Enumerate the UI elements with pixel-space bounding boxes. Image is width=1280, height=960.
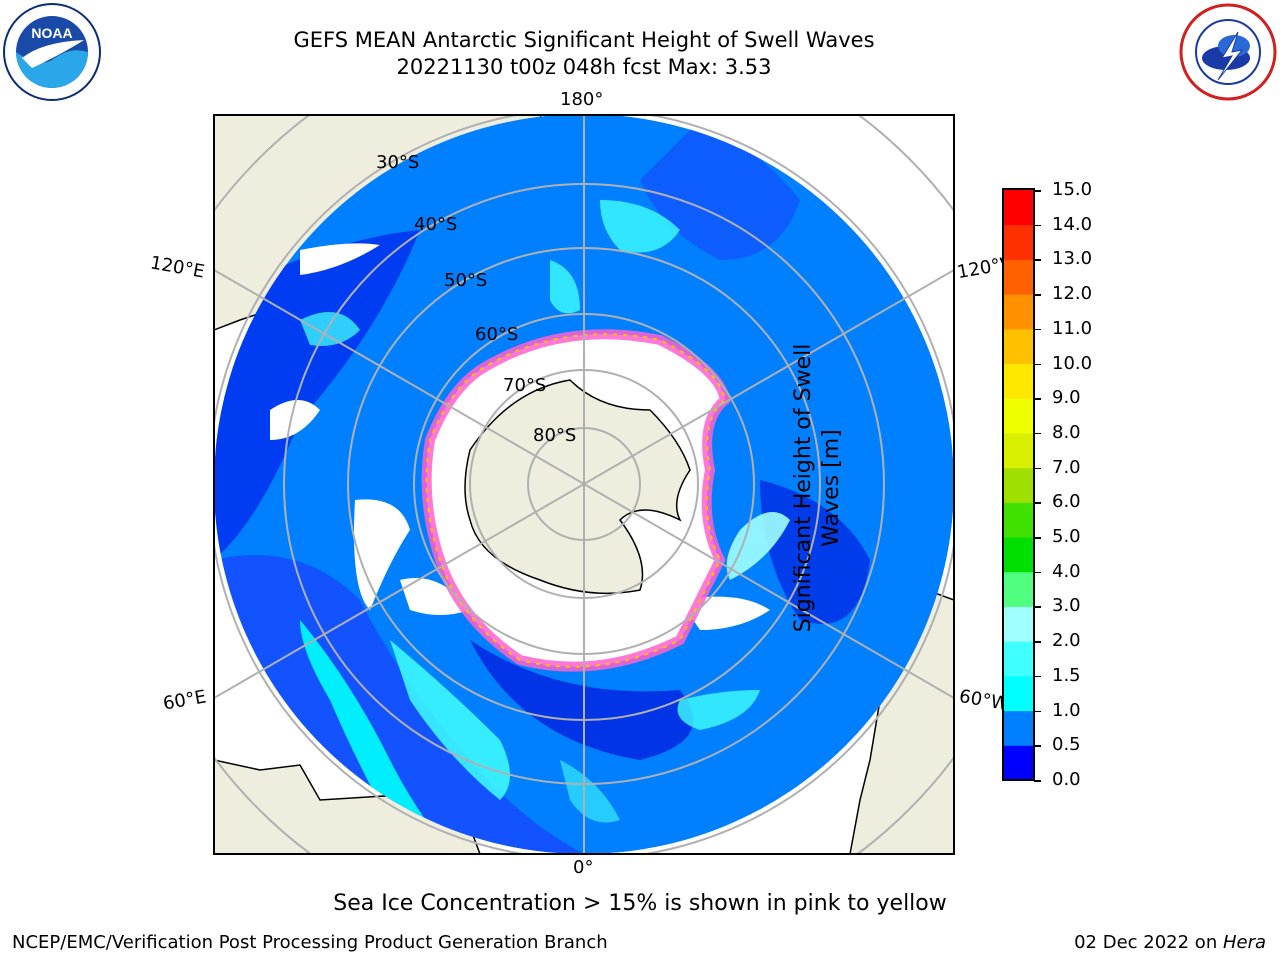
colorbar-tick-mark <box>1034 467 1041 470</box>
chart-subtitle: 20221130 t00z 048h fcst Max: 3.53 <box>396 55 772 79</box>
lat-label-40: 40°S <box>414 214 458 235</box>
colorbar-tick-mark <box>1034 398 1041 400</box>
colorbar-tick-label: 2.0 <box>1052 630 1081 652</box>
colorbar-swatch <box>1004 502 1033 538</box>
colorbar-tick-mark <box>1034 537 1041 539</box>
colorbar-tick-label: 7.0 <box>1052 456 1081 478</box>
colorbar-tick-mark <box>1034 363 1041 366</box>
colorbar-swatch <box>1004 398 1033 434</box>
colorbar-tick-mark <box>1034 675 1041 678</box>
map-caption: Sea Ice Concentration > 15% is shown in … <box>333 891 947 916</box>
colorbar-tick-label: 5.0 <box>1052 526 1081 548</box>
colorbar-tick-label: 8.0 <box>1052 421 1081 443</box>
colorbar-swatch <box>1004 571 1033 607</box>
colorbar-swatch <box>1004 710 1033 746</box>
colorbar-swatch <box>1004 537 1033 573</box>
lat-label-60: 60°S <box>475 324 519 345</box>
colorbar-swatch <box>1004 363 1033 399</box>
colorbar-swatch <box>1004 641 1033 677</box>
colorbar-tick-label: 4.0 <box>1052 560 1081 582</box>
colorbar-tick-mark <box>1034 641 1041 643</box>
colorbar-tick-mark <box>1034 745 1041 747</box>
colorbar-tick-mark <box>1034 328 1041 331</box>
nws-logo <box>1179 3 1277 101</box>
footer-branch: NCEP/EMC/Verification Post Processing Pr… <box>12 932 608 953</box>
colorbar-tick-label: 14.0 <box>1052 213 1093 235</box>
lat-label-30: 30°S <box>376 152 420 173</box>
colorbar-tick-label: 0.5 <box>1052 734 1081 756</box>
colorbar-tick-label: 3.0 <box>1052 595 1081 617</box>
colorbar-tick-mark <box>1034 432 1041 435</box>
colorbar-tick-label: 10.0 <box>1052 352 1093 374</box>
noaa-logo: NOAA <box>3 3 101 101</box>
colorbar-tick-label: 11.0 <box>1052 317 1093 339</box>
colorbar-tick-label: 12.0 <box>1052 283 1093 305</box>
colorbar <box>1002 188 1035 781</box>
colorbar-swatch <box>1004 294 1033 330</box>
colorbar-swatch <box>1004 606 1033 642</box>
colorbar-tick-mark <box>1034 190 1041 192</box>
lat-label-50: 50°S <box>444 270 488 291</box>
colorbar-swatch <box>1004 259 1033 295</box>
colorbar-swatch <box>1004 675 1033 712</box>
colorbar-label: Significant Height of Swell Waves [m] <box>791 343 844 633</box>
colorbar-tick-mark <box>1034 224 1041 227</box>
colorbar-swatch <box>1004 745 1033 781</box>
colorbar-tick-mark <box>1034 780 1041 782</box>
graticule <box>214 115 954 854</box>
colorbar-swatch <box>1004 432 1033 469</box>
lat-label-70: 70°S <box>503 375 547 396</box>
colorbar-tick-mark <box>1034 571 1041 574</box>
colorbar-tick-label: 9.0 <box>1052 387 1081 409</box>
noaa-logo-text: NOAA <box>31 25 72 41</box>
colorbar-swatch <box>1004 190 1033 226</box>
colorbar-tick-label: 1.0 <box>1052 699 1081 721</box>
colorbar-tick-mark <box>1034 606 1041 608</box>
colorbar-swatch <box>1004 328 1033 365</box>
colorbar-tick-mark <box>1034 710 1041 713</box>
lon-label-top: 180° <box>560 89 604 110</box>
colorbar-tick-mark <box>1034 259 1041 261</box>
colorbar-swatch <box>1004 467 1033 503</box>
colorbar-swatch <box>1004 224 1033 260</box>
footer-date: 02 Dec 2022 on Hera <box>1074 932 1266 953</box>
colorbar-tick-mark <box>1034 502 1041 504</box>
colorbar-tick-mark <box>1034 294 1041 296</box>
colorbar-tick-label: 0.0 <box>1052 769 1081 790</box>
footer-date-text: 02 Dec 2022 on <box>1074 932 1223 953</box>
colorbar-tick-label: 1.5 <box>1052 664 1081 686</box>
lon-label-bottom: 0° <box>573 857 594 878</box>
lat-label-80: 80°S <box>533 425 577 446</box>
colorbar-tick-label: 15.0 <box>1052 179 1093 200</box>
colorbar-tick-label: 13.0 <box>1052 248 1093 270</box>
chart-title: GEFS MEAN Antarctic Significant Height o… <box>293 28 875 52</box>
footer-host: Hera <box>1222 932 1266 953</box>
colorbar-tick-label: 6.0 <box>1052 491 1081 513</box>
